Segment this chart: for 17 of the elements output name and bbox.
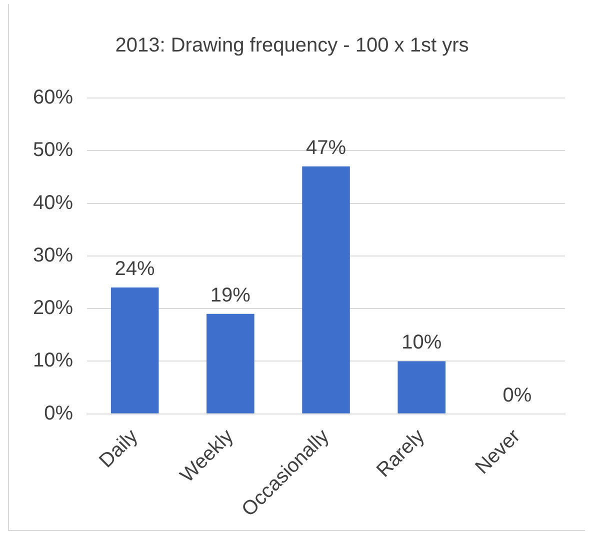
bar bbox=[110, 288, 159, 414]
y-tick-label: 50% bbox=[33, 139, 74, 162]
y-tick-label: 20% bbox=[33, 297, 74, 320]
y-tick-label: 10% bbox=[33, 350, 74, 372]
data-label: 19% bbox=[210, 284, 251, 306]
data-label: 10% bbox=[402, 332, 442, 354]
bar bbox=[302, 166, 350, 414]
data-label: 47% bbox=[306, 136, 346, 159]
y-tick-label: 0% bbox=[44, 402, 74, 424]
chart-title: 2013: Drawing frequency - 100 x 1st yrs bbox=[115, 34, 469, 57]
y-tick-label: 30% bbox=[33, 244, 74, 266]
bar bbox=[206, 314, 254, 414]
data-label: 0% bbox=[502, 384, 532, 406]
data-label: 24% bbox=[114, 258, 156, 280]
bar bbox=[398, 361, 446, 414]
y-tick-label: 60% bbox=[33, 86, 74, 109]
y-tick-label: 40% bbox=[33, 192, 74, 214]
